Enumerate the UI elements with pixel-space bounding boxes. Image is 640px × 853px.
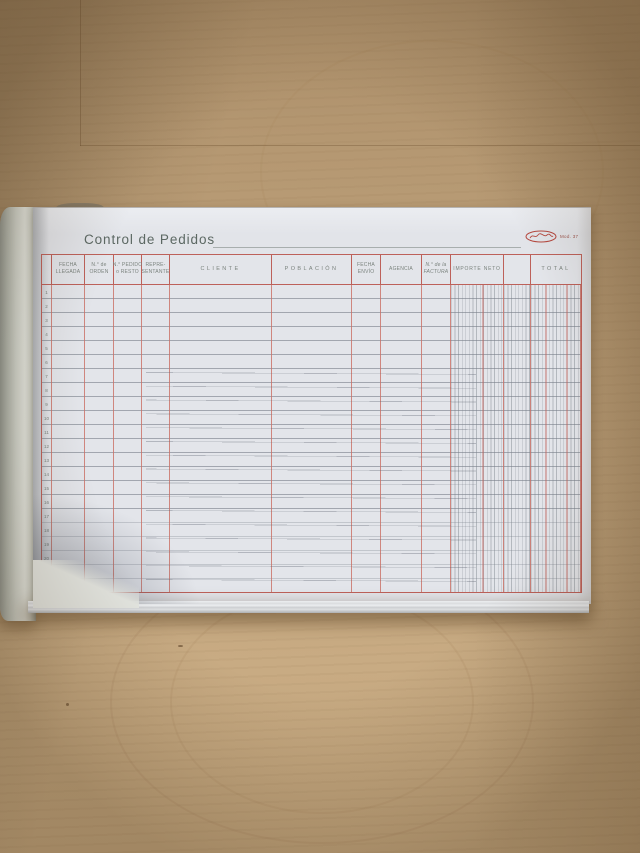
column-header-label: SENTANTE [141, 269, 170, 275]
row-number: 8 [45, 387, 48, 393]
column-header-label: ORDEN [89, 269, 109, 275]
row-number: 5 [45, 345, 48, 351]
column-header-label: IMPORTE NETO [453, 265, 501, 272]
column-body-sin-titulo [504, 285, 531, 592]
column-body-agencia [381, 285, 422, 592]
column-header-label: AGENCIA [389, 265, 413, 272]
row-number: 4 [45, 331, 48, 337]
column-body-numero-factura [422, 285, 451, 592]
row-number: 7 [45, 373, 48, 379]
wood-knot [66, 703, 69, 706]
row-number: 1 [45, 289, 48, 295]
model-label: Mod. 37 [560, 234, 579, 239]
column-header-sin-titulo [504, 255, 531, 284]
column-header-label: LLEGADA [55, 269, 81, 275]
column-header-numero-factura: N.° de la FACTURA [422, 255, 451, 284]
column-header-representante: REPRE- SENTANTE [142, 255, 170, 284]
column-header-total: TOTAL [531, 255, 581, 284]
column-header-label: FECHA [357, 262, 375, 269]
row-number: 13 [43, 457, 49, 463]
order-book: Control de Pedidos Mod. 37 FECHA LLEGADA N… [0, 203, 596, 627]
column-body-importe-neto [451, 285, 504, 592]
brand-area: Mod. 37 [525, 230, 578, 243]
column-header-label: FACTURA [423, 269, 449, 275]
column-header-label: POBLACIÓN [284, 266, 339, 273]
row-number: 6 [45, 359, 48, 365]
column-header-poblacion: POBLACIÓN [272, 255, 352, 284]
column-header-importe-neto: IMPORTE NETO [451, 255, 504, 284]
column-body-poblacion [272, 285, 352, 592]
row-number: 18 [43, 527, 49, 533]
row-number: 10 [43, 415, 49, 421]
column-header-label: o RESTO [116, 269, 139, 275]
column-body-numero-pedido [114, 285, 142, 592]
column-header-label: N.° de la [425, 262, 447, 269]
column-header-label: FECHA [59, 262, 77, 269]
column-header-row-number [42, 255, 52, 284]
title-underline [213, 247, 521, 248]
row-number: 17 [43, 513, 49, 519]
column-body-fecha-llegada [52, 285, 85, 592]
wood-knot [178, 645, 183, 647]
column-body-total [531, 285, 581, 592]
column-header-numero-orden: N.° de ORDEN [85, 255, 114, 284]
column-header-label: ENVÍO [357, 269, 375, 275]
table-body: 12345678910111213141516171819202122 [42, 285, 581, 592]
order-table: FECHA LLEGADA N.° de ORDEN N.° PEDIDO o RESTO… [41, 254, 582, 593]
page-title: Control de Pedidos [84, 232, 216, 247]
row-number: 12 [43, 443, 49, 449]
row-number: 19 [43, 541, 49, 547]
column-body-cliente [170, 285, 272, 592]
column-body-row-number: 12345678910111213141516171819202122 [42, 285, 52, 592]
column-header-label: TOTAL [541, 266, 571, 273]
curled-left-pages [0, 207, 36, 621]
column-body-fecha-envio [352, 285, 381, 592]
column-header-numero-pedido: N.° PEDIDO o RESTO [112, 255, 143, 284]
row-number: 14 [43, 471, 49, 477]
column-header-cliente: CLIENTE [170, 255, 272, 284]
column-header-label: N.° PEDIDO [112, 262, 143, 269]
column-header-agencia: AGENCIA [381, 255, 422, 284]
brand-logo-icon [525, 230, 557, 243]
row-number: 15 [43, 485, 49, 491]
column-header-label: N.° de [91, 262, 107, 269]
column-body-representante [142, 285, 170, 592]
wood-plank-seam-vertical [80, 0, 81, 146]
ledger-page: Control de Pedidos Mod. 37 FECHA LLEGADA N… [33, 207, 591, 608]
row-number: 2 [45, 303, 48, 309]
table-header-row: FECHA LLEGADA N.° de ORDEN N.° PEDIDO o RESTO… [42, 255, 581, 285]
column-body-numero-orden [85, 285, 114, 592]
row-number: 11 [44, 429, 49, 435]
curled-page-corner-overlay [33, 560, 139, 608]
book-cover-tip [56, 203, 104, 210]
row-number: 20 [43, 555, 49, 561]
row-number: 3 [45, 317, 48, 323]
column-header-fecha-envio: FECHA ENVÍO [352, 255, 381, 284]
column-header-fecha-llegada: FECHA LLEGADA [52, 255, 85, 284]
page-edge-stack [28, 601, 589, 613]
row-number: 9 [45, 401, 48, 407]
column-header-label: REPRE- [145, 262, 166, 269]
column-header-label: CLIENTE [200, 266, 241, 273]
row-number: 16 [43, 499, 49, 505]
